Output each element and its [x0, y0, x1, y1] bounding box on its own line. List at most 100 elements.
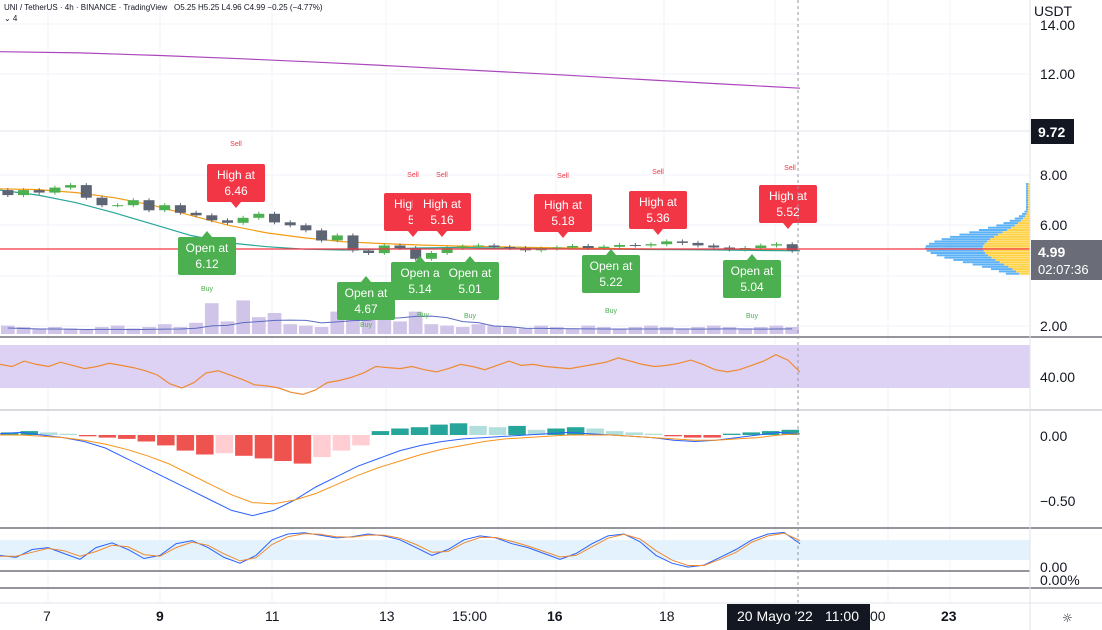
- open-label-value: 5.22: [599, 275, 623, 289]
- volume-profile-bar: [1026, 208, 1029, 211]
- price-pane: Sell High at 6.46 Open at 6.12 Buy Open at 4.67…: [0, 51, 1030, 334]
- macd-histogram-bar: [59, 433, 77, 435]
- volume-profile-bar: [998, 233, 1030, 236]
- candle-body: [190, 212, 202, 216]
- volume-bar: [173, 327, 188, 334]
- open-label-title: Open a: [400, 266, 440, 280]
- macd-histogram-bar: [683, 435, 702, 438]
- candle-body: [96, 197, 108, 206]
- volume-bar: [628, 327, 643, 334]
- volume-profile-bar: [1014, 224, 1030, 227]
- open-label-title: Open at: [731, 264, 774, 278]
- macd-histogram-bar: [430, 424, 448, 435]
- candle-body: [253, 213, 265, 218]
- volume-profile-bar: [1025, 215, 1030, 218]
- candle-body: [786, 244, 798, 251]
- open-label-value: 5.04: [740, 280, 764, 294]
- rsi-pane: [0, 336, 1102, 396]
- high-price-marker: [1031, 119, 1074, 144]
- macd-histogram-bar: [235, 435, 253, 456]
- volume-profile-bar: [1020, 219, 1030, 222]
- high-label-value: 5.18: [551, 214, 575, 228]
- candle-body: [33, 190, 45, 193]
- volume-profile-bar: [934, 240, 987, 243]
- macd-pane: [0, 409, 1102, 517]
- candle-body: [112, 205, 124, 207]
- bar-countdown: 02:07:36: [1038, 262, 1089, 277]
- volume-bar: [79, 329, 94, 334]
- price-axis[interactable]: USDT 14.00 12.00 8.00 6.00 2.00 9.72 4.9…: [1029, 0, 1102, 630]
- symbol-name[interactable]: UNI / TetherUS: [4, 3, 58, 12]
- volume-profile-bar: [1024, 210, 1028, 213]
- candle-body: [159, 205, 171, 211]
- high-label-value: 5.36: [646, 211, 670, 225]
- high-label-value: 6.46: [224, 184, 248, 198]
- candle-body: [174, 205, 186, 213]
- open-label-value: 5.14: [408, 282, 432, 296]
- open-label-title: Open at: [186, 241, 229, 255]
- volume-bar: [48, 327, 62, 334]
- volume-profile-bar: [1026, 212, 1030, 215]
- volume-bar: [1, 325, 15, 334]
- candle-body: [300, 225, 312, 231]
- macd-histogram-bar: [40, 432, 58, 435]
- volume-profile-bar: [1028, 189, 1030, 192]
- volume-profile-bar: [983, 249, 1030, 252]
- volume-bar: [534, 325, 548, 334]
- sell-marker: Sell: [557, 173, 569, 180]
- volume-profile: [925, 183, 1030, 275]
- buy-marker: Buy: [746, 313, 759, 320]
- volume-bar: [659, 327, 674, 334]
- time-tick: 18: [659, 608, 675, 624]
- open-label-value: 5.01: [458, 282, 482, 296]
- high-label-title: High at: [639, 195, 678, 209]
- macd-histogram-bar: [449, 423, 468, 435]
- candle-body: [771, 244, 782, 246]
- rsi-line: [0, 354, 801, 396]
- volume-profile-bar: [1028, 185, 1030, 188]
- volume-profile-bar: [1026, 206, 1029, 208]
- macd-histogram-bar: [508, 425, 526, 435]
- volume-bar: [675, 328, 690, 334]
- volume-bar: [503, 327, 517, 334]
- volume-bar: [612, 328, 627, 334]
- indicator-toggle[interactable]: ⌄ 4: [4, 14, 18, 23]
- volume-profile-bar: [1026, 187, 1029, 190]
- candle-body: [284, 222, 296, 226]
- label-pointer: [408, 231, 418, 237]
- volume-bar: [299, 325, 313, 334]
- volume-profile-bar: [1028, 206, 1030, 208]
- candle-body: [2, 190, 14, 196]
- volume-bar: [565, 328, 580, 334]
- open-label-value: 4.67: [354, 302, 378, 316]
- candle-body: [65, 185, 77, 188]
- stoch-d-line: [0, 532, 801, 566]
- volume-profile-bar: [969, 231, 1003, 234]
- time-axis[interactable]: 7 9 11 13 15:00 16 18 23 20 Mayo '22 11:…: [0, 602, 1102, 630]
- volume-bar: [63, 328, 78, 334]
- volume-profile-bar: [1028, 208, 1030, 211]
- volume-profile-bar: [984, 242, 1030, 245]
- volume-profile-bar: [941, 238, 991, 241]
- candle-body: [316, 230, 328, 241]
- volume-profile-bar: [1007, 229, 1030, 231]
- volume-profile-bar: [991, 268, 1013, 271]
- volume-bar: [550, 327, 564, 334]
- candle-body: [80, 185, 92, 198]
- volume-profile-bar: [1027, 210, 1030, 213]
- open-label-title: Open at: [449, 266, 492, 280]
- macd-histogram-bar: [586, 428, 604, 435]
- macd-histogram-bar: [703, 435, 721, 438]
- volume-profile-bar: [950, 235, 994, 238]
- label-pointer: [783, 223, 793, 229]
- interval[interactable]: 4h: [64, 3, 74, 12]
- volume-bar: [393, 321, 407, 334]
- volume-profile-bar: [1028, 194, 1030, 197]
- candle-body: [692, 242, 704, 246]
- macd-histogram-bar: [527, 429, 546, 435]
- volume-profile-bar: [1028, 201, 1030, 204]
- settings-gear-icon[interactable]: ☼: [1062, 611, 1073, 625]
- macd-histogram: [1, 423, 799, 464]
- volume-profile-bar: [1026, 199, 1029, 202]
